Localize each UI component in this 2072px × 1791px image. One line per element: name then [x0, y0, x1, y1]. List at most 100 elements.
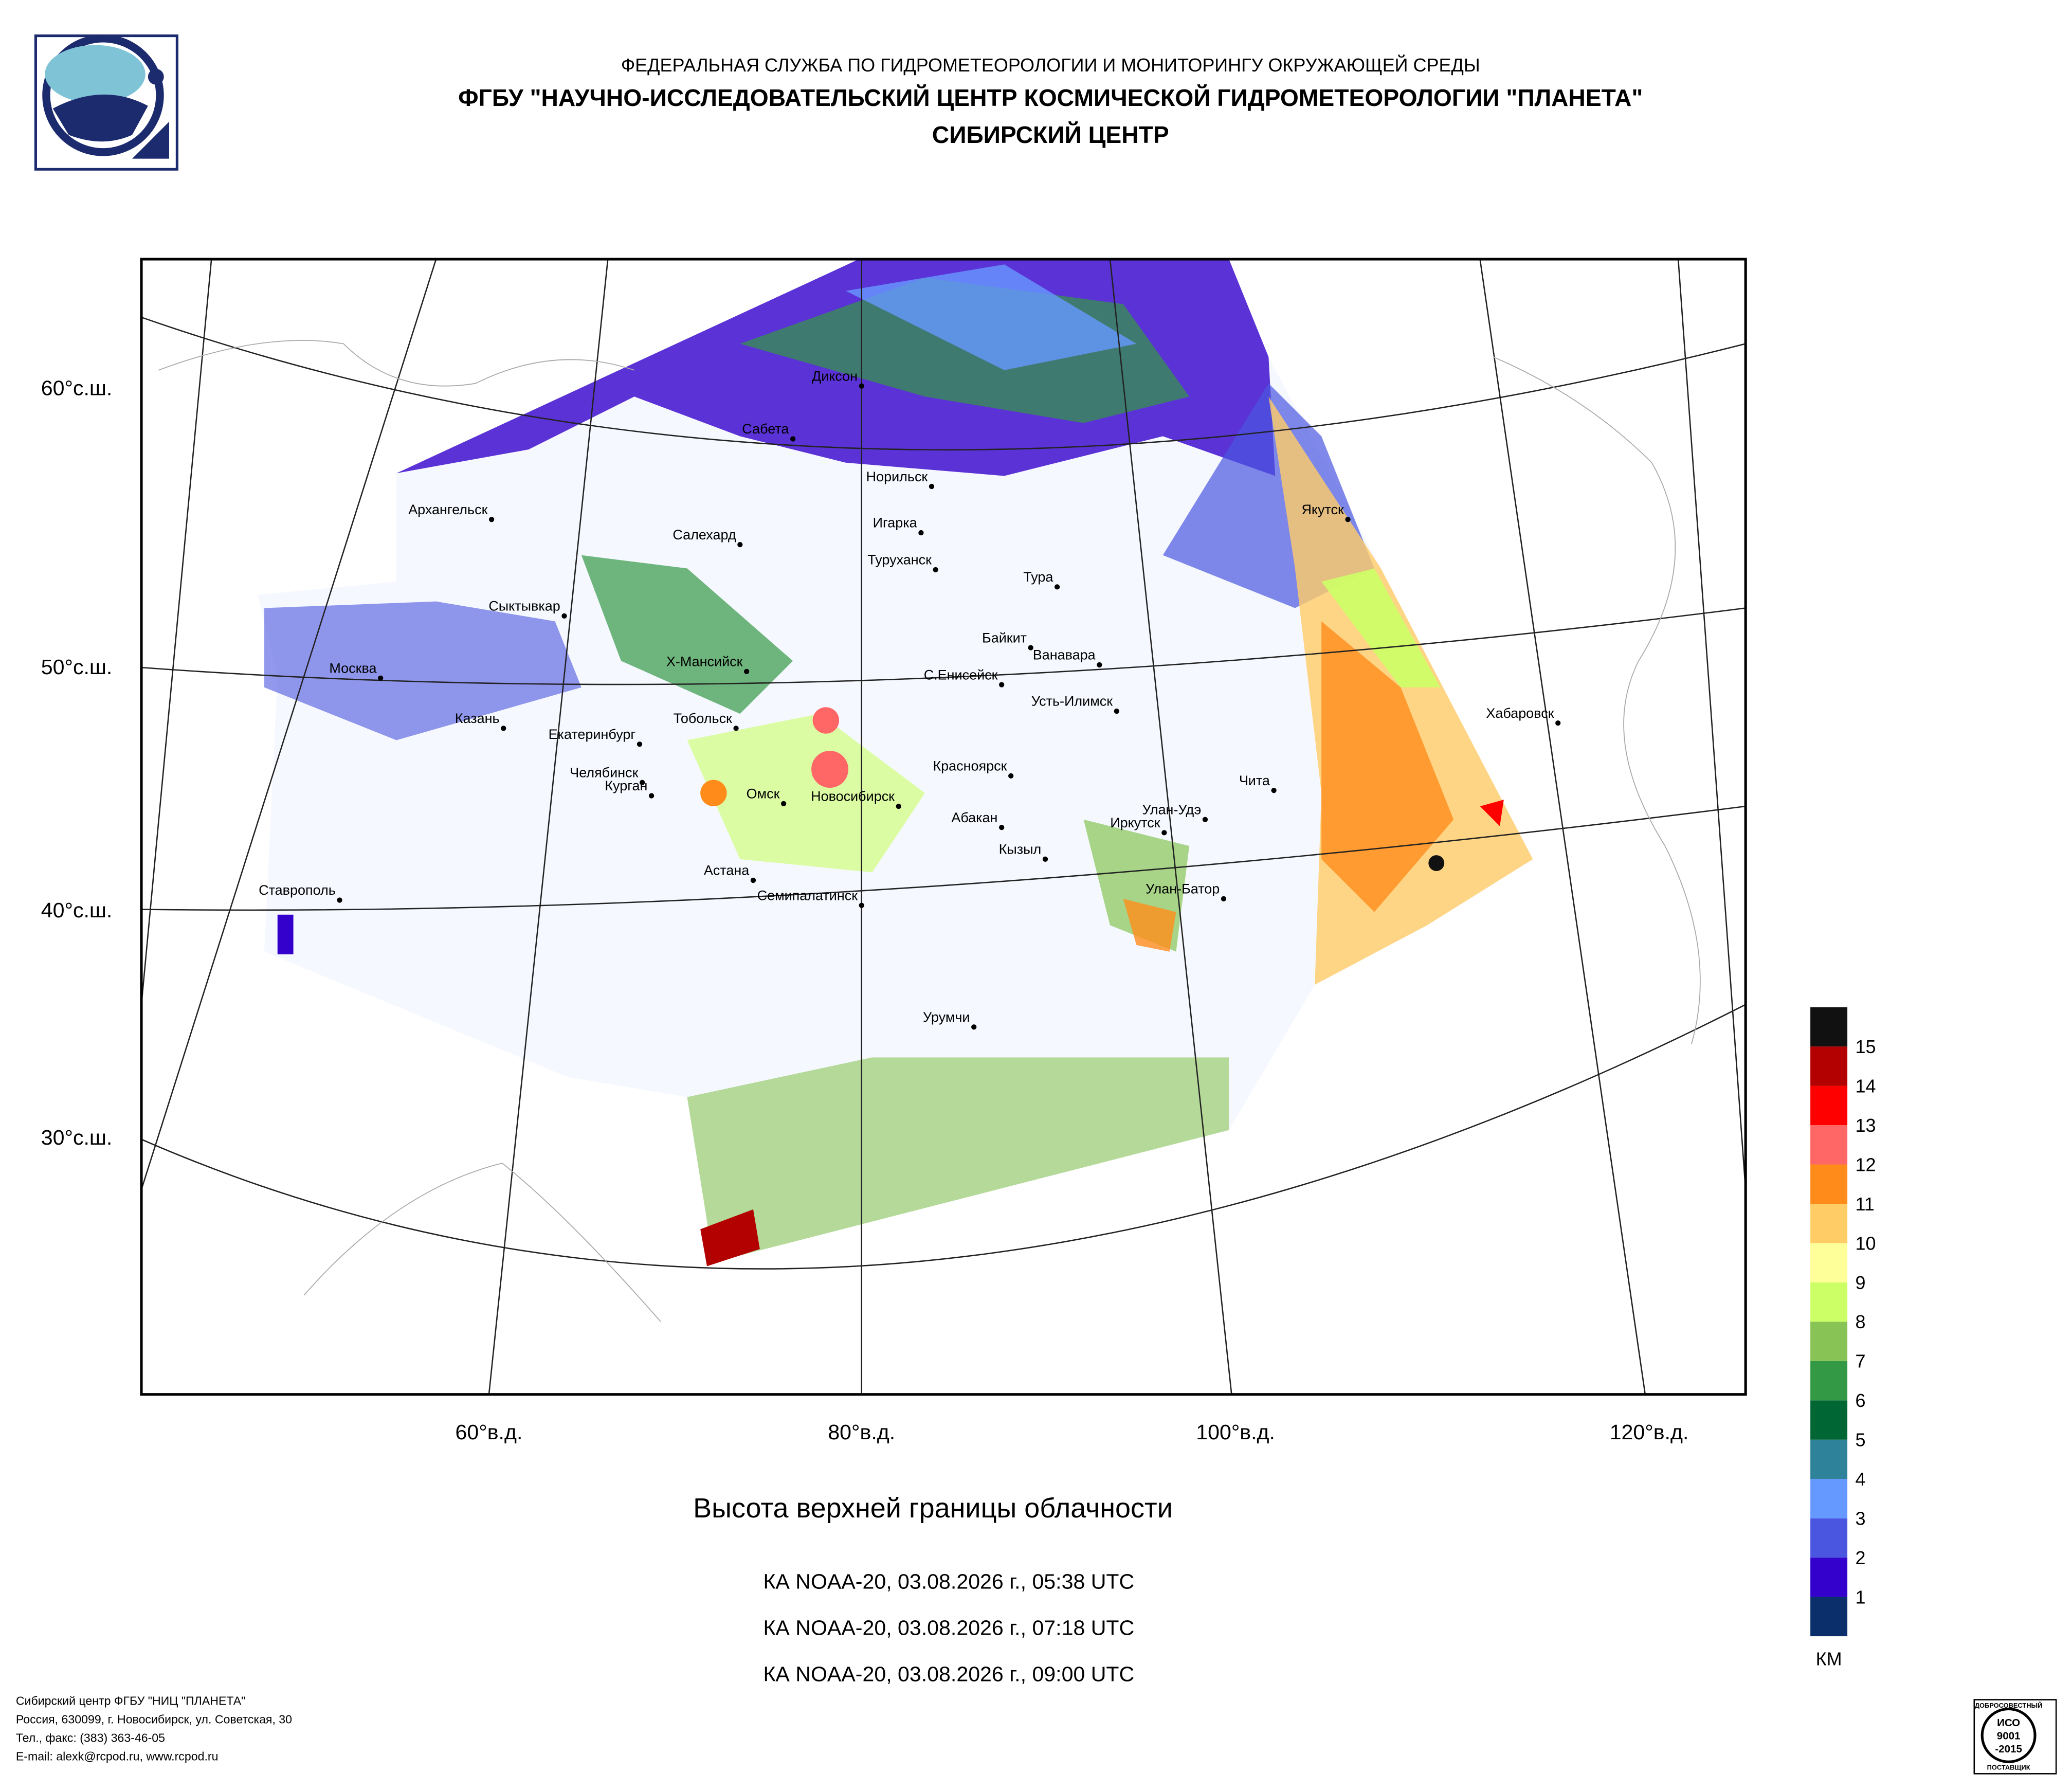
- city-dot: [859, 902, 864, 908]
- logo: [34, 34, 178, 171]
- footer-line: Сибирский центр ФГБУ "НИЦ "ПЛАНЕТА": [16, 1694, 246, 1708]
- city-dot: [561, 613, 567, 619]
- city-label: Якутск: [1301, 502, 1344, 517]
- city-dot: [971, 1024, 977, 1030]
- legend-swatch: [1810, 1558, 1848, 1597]
- city-dot: [999, 824, 1005, 830]
- city-dot: [1555, 720, 1561, 726]
- city-label: Кызыл: [999, 842, 1042, 857]
- legend-label: 2: [1855, 1547, 1865, 1568]
- city-dot: [1042, 856, 1048, 862]
- city-dot: [790, 436, 796, 442]
- city-label: Урумчи: [923, 1009, 970, 1025]
- legend-swatch: [1810, 1046, 1848, 1086]
- legend-label: 4: [1855, 1469, 1865, 1490]
- city-label: Тура: [1023, 569, 1053, 585]
- lat-label: 60°с.ш.: [41, 376, 113, 400]
- city-dot: [639, 780, 645, 785]
- city-dot: [337, 897, 342, 903]
- city-dot: [1028, 645, 1033, 650]
- header-line: ФЕДЕРАЛЬНАЯ СЛУЖБА ПО ГИДРОМЕТЕОРОЛОГИИ …: [621, 55, 1480, 76]
- footer-line: E-mail: alexk@rcpod.ru, www.rcpod.ru: [16, 1750, 219, 1763]
- city-dot: [737, 541, 743, 548]
- city-label: Ставрополь: [259, 882, 336, 898]
- city-dot: [750, 877, 756, 883]
- city-dot: [378, 675, 384, 681]
- legend-swatch: [1810, 1125, 1848, 1165]
- map-title: Высота верхней границы облачности: [693, 1493, 1173, 1524]
- city-label: Туруханск: [867, 552, 932, 568]
- city-dot: [488, 517, 495, 522]
- city-label: Чита: [1239, 773, 1270, 788]
- legend-swatch: [1810, 1400, 1848, 1440]
- legend-label: 15: [1855, 1036, 1876, 1057]
- city-label: Красноярск: [933, 758, 1007, 774]
- city-label: Абакан: [951, 810, 997, 825]
- legend-swatch: [1810, 1361, 1848, 1401]
- city-label: Усть-Илимск: [1031, 694, 1113, 709]
- city-label: Улан-Батор: [1146, 881, 1220, 897]
- city-dot: [918, 530, 924, 536]
- lat-label: 40°с.ш.: [41, 898, 113, 922]
- legend-label: 5: [1855, 1430, 1865, 1451]
- footer: Сибирский центр ФГБУ "НИЦ "ПЛАНЕТА" Росси…: [16, 1694, 292, 1763]
- city-label: Челябинск: [570, 765, 638, 780]
- city-dot: [1097, 662, 1102, 668]
- city-label: Казань: [455, 711, 500, 726]
- city-label: Иркутск: [1110, 815, 1160, 830]
- legend-swatch: [1810, 1203, 1848, 1243]
- lat-label: 50°с.ш.: [41, 655, 113, 679]
- legend-label: 7: [1855, 1351, 1865, 1372]
- city-dot: [1345, 517, 1351, 522]
- city-label: Омск: [747, 786, 780, 802]
- legend-label: 14: [1855, 1075, 1876, 1096]
- legend-swatch: [1810, 1597, 1848, 1637]
- city-label: Сабета: [742, 421, 789, 437]
- legend-swatch: [1810, 1007, 1848, 1047]
- city-dot: [733, 726, 739, 731]
- pass-info: КА NOAA-20, 03.08.2026 г., 05:38 UTC: [763, 1570, 1134, 1594]
- legend-label: 12: [1855, 1154, 1876, 1175]
- city-dot: [933, 567, 938, 573]
- city-dot: [1202, 817, 1208, 822]
- passes: КА NOAA-20, 03.08.2026 г., 05:38 UTC КА N…: [763, 1570, 1134, 1686]
- map: Диксон Сабета Норильск Игарка Архангельск Сал…: [41, 258, 1747, 1444]
- legend-swatch: [1810, 1439, 1848, 1479]
- city-label: Екатеринбург: [549, 727, 636, 742]
- city-label: Семипалатинск: [757, 888, 858, 903]
- footer-line: Тел., факс: (383) 363-46-05: [16, 1731, 165, 1745]
- city-dot: [1008, 773, 1014, 779]
- header-line: СИБИРСКИЙ ЦЕНТР: [932, 121, 1169, 148]
- legend-label: 10: [1855, 1233, 1876, 1254]
- city-label: Диксон: [812, 368, 858, 384]
- city-dot: [999, 682, 1005, 688]
- legend-swatch: [1810, 1518, 1848, 1558]
- city-dot: [743, 668, 750, 674]
- cert-text: ПОСТАВЩИК: [1987, 1764, 2030, 1771]
- pass-info: КА NOAA-20, 03.08.2026 г., 09:00 UTC: [763, 1662, 1134, 1686]
- legend-label: 3: [1855, 1508, 1865, 1529]
- lon-label: 60°в.д.: [456, 1420, 523, 1444]
- city-label: Игарка: [873, 515, 917, 531]
- city-label: Улан-Удэ: [1142, 802, 1202, 817]
- city-dot: [501, 726, 506, 731]
- lon-label: 80°в.д.: [828, 1420, 895, 1444]
- legend-swatch: [1810, 1164, 1848, 1204]
- city-label: Ванавара: [1033, 647, 1096, 663]
- city-dot: [637, 741, 643, 747]
- city-label: Астана: [704, 863, 749, 878]
- cert-text: 9001: [1997, 1730, 2021, 1742]
- city-dot: [780, 801, 787, 807]
- legend-label: 13: [1855, 1115, 1876, 1136]
- city-label: Архангельск: [408, 502, 487, 517]
- city-dot: [1271, 788, 1277, 793]
- legend-swatch: [1810, 1282, 1848, 1322]
- city-dot: [1114, 708, 1119, 714]
- legend-swatch: [1810, 1086, 1848, 1126]
- header-line: ФГБУ "НАУЧНО-ИССЛЕДОВАТЕЛЬСКИЙ ЦЕНТР КОС…: [458, 84, 1643, 111]
- footer-line: Россия, 630099, г. Новосибирск, ул. Сове…: [16, 1713, 292, 1726]
- legend-label: 11: [1855, 1193, 1874, 1215]
